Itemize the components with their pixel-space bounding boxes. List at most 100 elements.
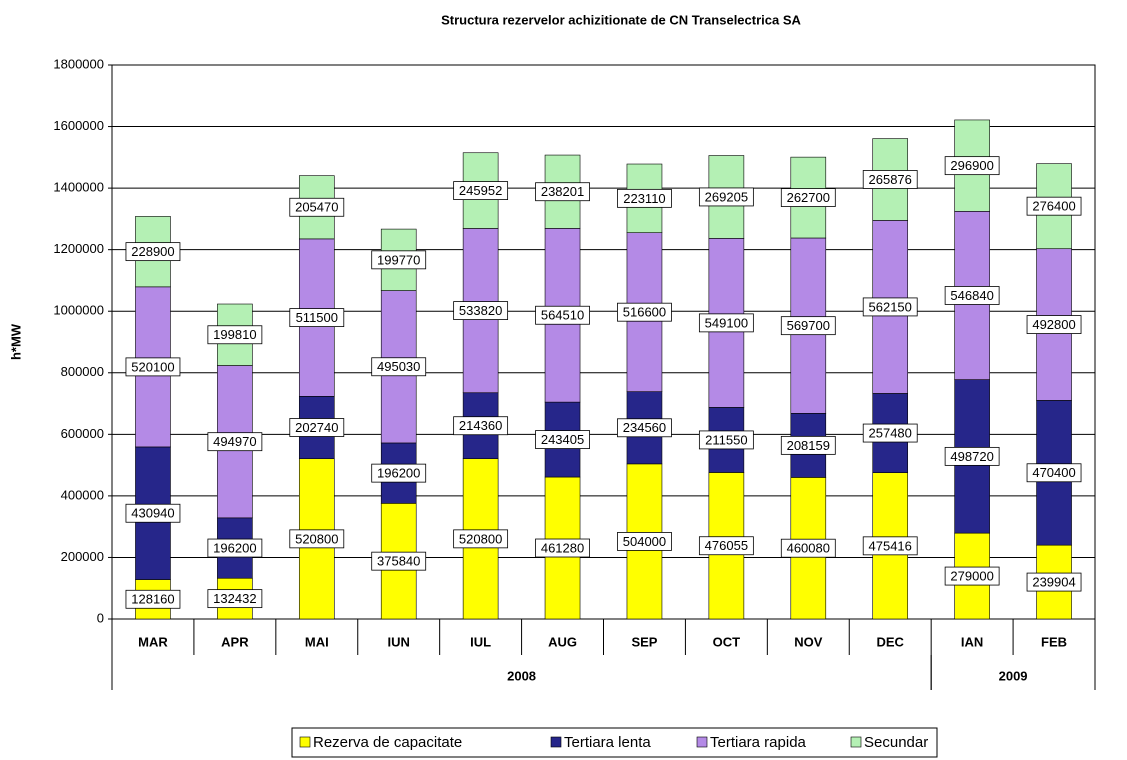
data-label-box bbox=[944, 286, 1000, 305]
data-label: 239904 bbox=[1032, 575, 1075, 590]
data-label-box bbox=[944, 566, 1000, 586]
data-label: 520800 bbox=[459, 531, 502, 546]
data-label-box bbox=[207, 538, 263, 558]
data-label: 243405 bbox=[541, 432, 584, 447]
data-label: 269205 bbox=[705, 189, 748, 204]
data-label-box bbox=[862, 297, 918, 317]
data-label: 262700 bbox=[787, 190, 830, 205]
data-label-box bbox=[1026, 463, 1082, 483]
data-label-box bbox=[944, 446, 1000, 466]
data-label: 546840 bbox=[950, 288, 993, 303]
data-label-box bbox=[125, 589, 181, 609]
legend-label: Secundar bbox=[864, 734, 928, 751]
legend-swatch bbox=[850, 736, 862, 748]
data-label: 214360 bbox=[459, 418, 502, 433]
data-label-box bbox=[862, 536, 918, 556]
data-label-box bbox=[289, 197, 345, 217]
data-label: 375840 bbox=[377, 554, 420, 569]
data-label-box bbox=[289, 529, 345, 549]
data-label-box bbox=[535, 182, 590, 202]
x-tick-label: DEC bbox=[876, 634, 904, 649]
data-label-box bbox=[289, 418, 345, 437]
data-label-box bbox=[207, 589, 263, 609]
x-tick-label: IUL bbox=[470, 634, 491, 649]
x-tick-label: APR bbox=[221, 634, 249, 649]
data-label-box bbox=[617, 418, 672, 438]
legend-label: Tertiara rapida bbox=[710, 734, 807, 751]
y-axis-label: h*MW bbox=[8, 323, 23, 360]
data-label-box bbox=[453, 301, 509, 320]
group-label: 2009 bbox=[999, 668, 1028, 683]
data-label: 569700 bbox=[787, 318, 830, 333]
data-label-box bbox=[1026, 196, 1082, 216]
legend-swatch bbox=[550, 736, 562, 748]
data-label: 504000 bbox=[623, 534, 666, 549]
data-label: 238201 bbox=[541, 184, 584, 199]
data-label: 202740 bbox=[295, 420, 338, 435]
group-label: 2008 bbox=[507, 668, 536, 683]
x-tick-label: IUN bbox=[388, 634, 410, 649]
x-tick-label: IAN bbox=[961, 634, 983, 649]
legend-label: Rezerva de capacitate bbox=[313, 734, 462, 751]
data-label-box bbox=[1026, 315, 1082, 334]
data-label: 492800 bbox=[1032, 317, 1075, 332]
data-label: 460080 bbox=[787, 541, 830, 556]
data-label: 196200 bbox=[213, 540, 256, 555]
data-label-box bbox=[535, 305, 590, 325]
y-tick-label: 200000 bbox=[61, 549, 104, 564]
data-label: 208159 bbox=[787, 438, 830, 453]
data-label: 257480 bbox=[869, 425, 912, 440]
data-label-box bbox=[617, 302, 672, 322]
data-label-box bbox=[125, 503, 181, 523]
data-label: 461280 bbox=[541, 540, 584, 555]
data-label-box bbox=[862, 423, 918, 443]
legend-swatch bbox=[696, 736, 708, 748]
data-label: 199810 bbox=[213, 327, 256, 342]
data-label-box bbox=[862, 170, 918, 189]
chart-title: Structura rezervelor achizitionate de CN… bbox=[441, 12, 801, 27]
y-tick-label: 1000000 bbox=[53, 303, 104, 318]
data-label-box bbox=[125, 242, 181, 262]
data-label-box bbox=[698, 187, 754, 207]
data-label: 265876 bbox=[869, 172, 912, 187]
x-tick-label: MAR bbox=[138, 634, 168, 649]
data-label: 223110 bbox=[623, 191, 665, 206]
data-label-box bbox=[698, 536, 754, 556]
y-tick-label: 600000 bbox=[61, 426, 104, 441]
data-label: 495030 bbox=[377, 359, 420, 374]
data-label-box bbox=[535, 430, 590, 449]
data-label: 245952 bbox=[459, 183, 502, 198]
data-label-box bbox=[780, 538, 836, 558]
legend-label: Tertiara lenta bbox=[564, 734, 651, 751]
x-tick-label: SEP bbox=[631, 634, 657, 649]
data-label: 511500 bbox=[296, 310, 338, 325]
data-label-box bbox=[535, 538, 590, 558]
data-label-box bbox=[698, 313, 754, 333]
data-label-box bbox=[289, 308, 345, 327]
data-label-box bbox=[371, 463, 427, 483]
data-label: 196200 bbox=[377, 466, 420, 481]
data-label-box bbox=[453, 416, 509, 436]
x-tick-label: MAI bbox=[305, 634, 329, 649]
data-label: 128160 bbox=[131, 592, 174, 607]
data-label-box bbox=[780, 188, 836, 207]
data-label-box bbox=[371, 357, 427, 377]
data-label: 234560 bbox=[623, 420, 666, 435]
data-label: 564510 bbox=[541, 308, 584, 323]
y-tick-label: 1600000 bbox=[53, 118, 104, 133]
data-label-box bbox=[617, 188, 672, 208]
data-label-box bbox=[125, 357, 181, 377]
data-label: 470400 bbox=[1032, 465, 1075, 480]
data-label-box bbox=[1026, 572, 1082, 592]
data-label: 279000 bbox=[950, 569, 993, 584]
x-tick-label: NOV bbox=[794, 634, 823, 649]
data-label-box bbox=[453, 181, 509, 200]
data-label-box bbox=[453, 529, 509, 549]
data-label-box bbox=[617, 532, 672, 551]
y-tick-label: 800000 bbox=[61, 364, 104, 379]
data-label-box bbox=[944, 156, 1000, 176]
data-label-box bbox=[371, 551, 427, 571]
y-tick-label: 0 bbox=[97, 610, 104, 625]
data-label: 549100 bbox=[705, 315, 748, 330]
